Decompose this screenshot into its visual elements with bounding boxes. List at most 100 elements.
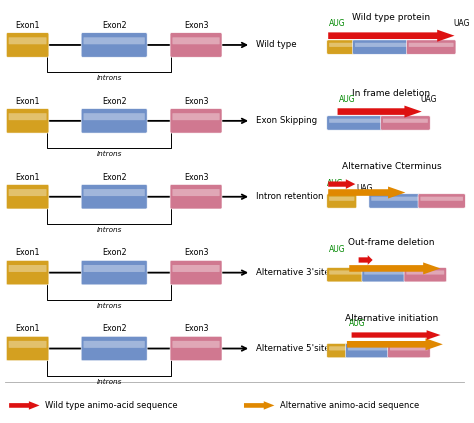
FancyBboxPatch shape [383,118,428,123]
FancyBboxPatch shape [348,346,388,351]
Text: Exon3: Exon3 [184,324,208,333]
FancyBboxPatch shape [420,197,463,201]
FancyBboxPatch shape [9,265,46,272]
Text: Exon1: Exon1 [15,248,40,258]
Text: Exon1: Exon1 [15,21,40,30]
FancyBboxPatch shape [364,270,404,275]
FancyBboxPatch shape [327,40,356,54]
Text: Exon1: Exon1 [15,97,40,106]
FancyBboxPatch shape [6,109,49,133]
Text: Wild type: Wild type [255,41,296,49]
FancyBboxPatch shape [369,194,421,208]
FancyArrow shape [244,401,274,409]
FancyArrow shape [328,30,455,42]
FancyBboxPatch shape [173,37,219,44]
FancyBboxPatch shape [83,265,145,272]
FancyBboxPatch shape [81,261,147,285]
FancyBboxPatch shape [81,109,147,133]
FancyBboxPatch shape [170,261,222,285]
FancyBboxPatch shape [170,109,222,133]
FancyBboxPatch shape [329,197,355,201]
FancyBboxPatch shape [9,189,46,196]
FancyBboxPatch shape [327,343,348,358]
Text: Exon2: Exon2 [102,324,127,333]
FancyBboxPatch shape [406,40,456,54]
Text: Exon2: Exon2 [102,21,127,30]
Text: AUG: AUG [329,244,346,254]
FancyBboxPatch shape [9,37,46,44]
Text: UAG: UAG [454,19,470,28]
FancyBboxPatch shape [6,336,49,361]
Text: Exon2: Exon2 [102,97,127,106]
Text: Alternative initiation: Alternative initiation [345,314,438,323]
FancyBboxPatch shape [327,194,357,208]
Text: Exon1: Exon1 [15,324,40,333]
FancyBboxPatch shape [83,189,145,196]
FancyBboxPatch shape [83,341,145,348]
Text: AUG: AUG [338,95,355,104]
Text: Alternative 3'site: Alternative 3'site [255,268,329,277]
FancyBboxPatch shape [81,184,147,209]
FancyBboxPatch shape [173,113,219,120]
Text: Exon Skipping: Exon Skipping [255,116,317,125]
Text: Intron retention: Intron retention [255,192,323,201]
FancyBboxPatch shape [353,40,409,54]
FancyBboxPatch shape [327,116,383,130]
FancyBboxPatch shape [329,346,346,351]
FancyBboxPatch shape [346,343,391,358]
FancyBboxPatch shape [9,341,46,348]
FancyBboxPatch shape [327,268,365,282]
Text: Exon3: Exon3 [184,248,208,258]
Text: Exon1: Exon1 [15,173,40,181]
FancyArrow shape [337,106,422,118]
FancyBboxPatch shape [170,184,222,209]
FancyBboxPatch shape [329,270,362,275]
Text: Wild type protein: Wild type protein [352,13,430,22]
Text: Wild type animo-acid sequence: Wild type animo-acid sequence [45,401,178,410]
FancyBboxPatch shape [388,343,430,358]
FancyBboxPatch shape [329,43,353,47]
FancyBboxPatch shape [9,113,46,120]
Text: Introns: Introns [97,75,122,81]
FancyArrow shape [328,179,356,189]
Text: Exon3: Exon3 [184,21,208,30]
Text: Introns: Introns [97,303,122,309]
FancyBboxPatch shape [418,194,465,208]
FancyBboxPatch shape [173,341,219,348]
FancyBboxPatch shape [173,265,219,272]
Text: Out-frame deletion: Out-frame deletion [348,238,435,247]
FancyBboxPatch shape [406,270,444,275]
FancyBboxPatch shape [362,268,407,282]
Text: Introns: Introns [97,151,122,157]
FancyArrow shape [349,262,440,275]
FancyBboxPatch shape [6,33,49,57]
Text: AUG: AUG [329,19,346,28]
FancyBboxPatch shape [371,197,419,201]
FancyArrow shape [328,187,405,198]
FancyBboxPatch shape [173,189,219,196]
Text: In frame deletion: In frame deletion [352,89,430,98]
Text: Exon3: Exon3 [184,173,208,181]
FancyArrow shape [352,330,440,340]
Text: Exon2: Exon2 [102,248,127,258]
Text: Alternative 5'site: Alternative 5'site [255,344,329,353]
FancyBboxPatch shape [83,37,145,44]
Text: Introns: Introns [97,227,122,233]
FancyBboxPatch shape [81,33,147,57]
Text: AUG: AUG [349,319,366,328]
FancyBboxPatch shape [81,336,147,361]
FancyBboxPatch shape [404,268,447,282]
Text: AUG: AUG [327,179,344,188]
FancyBboxPatch shape [409,43,454,47]
Text: Exon2: Exon2 [102,173,127,181]
FancyBboxPatch shape [83,113,145,120]
Text: Alternative Cterminus: Alternative Cterminus [342,162,441,171]
Text: UAG: UAG [421,95,438,104]
Text: Alternative animo-acid sequence: Alternative animo-acid sequence [280,401,419,410]
FancyArrow shape [359,255,373,265]
FancyBboxPatch shape [390,346,428,351]
FancyBboxPatch shape [170,33,222,57]
Text: Introns: Introns [97,379,122,385]
FancyBboxPatch shape [355,43,407,47]
Text: UAG: UAG [356,184,373,193]
